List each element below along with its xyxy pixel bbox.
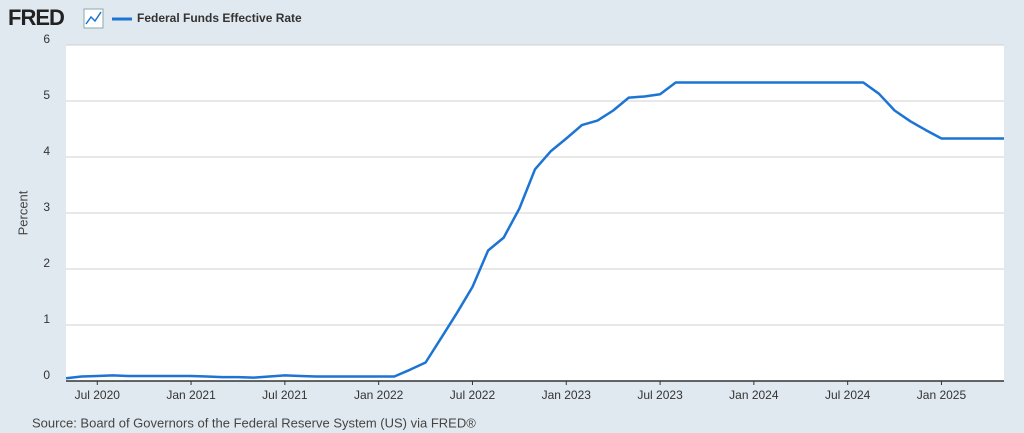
source: Source: Board of Governors of the Federa… [32, 415, 476, 430]
logo: FRED [8, 5, 64, 30]
x-tick-label: Jul 2022 [450, 388, 496, 402]
x-tick-label: Jan 2024 [729, 388, 779, 402]
x-tick-label: Jul 2021 [262, 388, 308, 402]
logo-icon [83, 8, 104, 29]
x-tick-label: Jan 2025 [917, 388, 967, 402]
y-axis-label: Percent [15, 190, 30, 235]
y-tick-label: 4 [43, 144, 50, 158]
legend-label: Federal Funds Effective Rate [137, 11, 302, 25]
y-tick-label: 2 [43, 256, 50, 270]
y-tick-label: 6 [43, 32, 50, 46]
y-tick-label: 1 [43, 312, 50, 326]
y-tick-label: 0 [43, 368, 50, 382]
y-tick-label: 5 [43, 88, 50, 102]
x-tick-label: Jan 2021 [166, 388, 216, 402]
x-tick-label: Jul 2024 [825, 388, 871, 402]
x-tick-label: Jan 2023 [542, 388, 592, 402]
series-line [65, 81, 1004, 380]
x-tick-label: Jan 2022 [354, 388, 404, 402]
y-tick-label: 3 [43, 200, 50, 214]
x-tick-label: Jul 2020 [75, 388, 121, 402]
x-tick-label: Jul 2023 [637, 388, 683, 402]
